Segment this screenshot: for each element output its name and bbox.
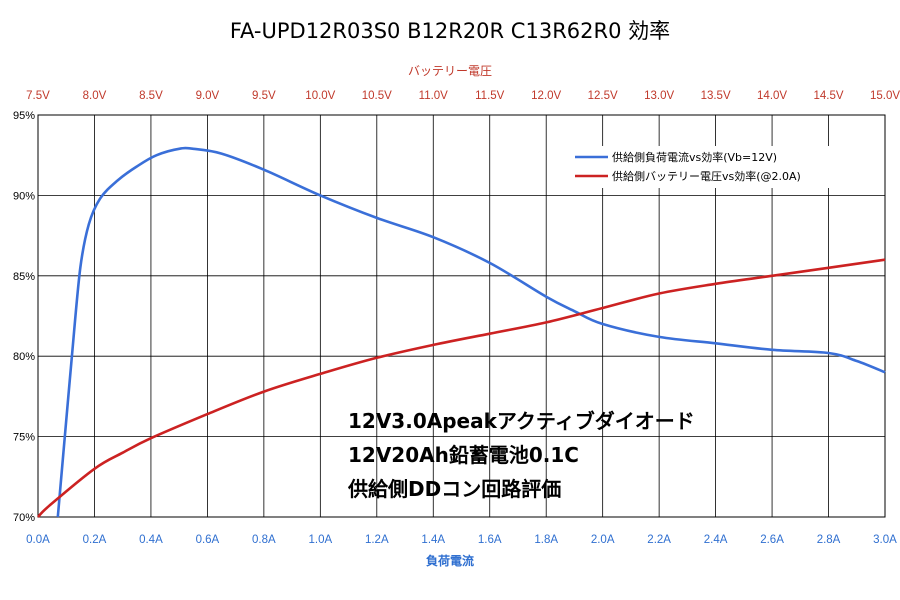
x-top-tick-label: 13.0V — [644, 90, 674, 102]
x-top-tick-label: 14.0V — [757, 90, 787, 102]
y-tick-label: 90% — [13, 190, 35, 202]
x-top-tick-label: 12.5V — [588, 90, 618, 102]
x-bottom-tick-label: 1.0A — [308, 534, 332, 546]
y-tick-label: 95% — [13, 110, 35, 122]
x-bottom-tick-label: 1.6A — [478, 534, 502, 546]
bottom-axis-title: 負荷電流 — [426, 553, 474, 568]
x-bottom-tick-label: 0.4A — [139, 534, 163, 546]
x-top-tick-label: 9.5V — [252, 90, 276, 102]
x-top-tick-label: 8.5V — [139, 90, 163, 102]
legend-background — [570, 146, 870, 188]
y-tick-label: 70% — [13, 512, 35, 524]
tick-labels: 0.0A 0.2A 0.4A 0.6A 0.8A 1.0A 1.2A 1.4A 1.6A 1.8A… — [13, 90, 900, 546]
annotation-line-1: 12V3.0Apeakアクティブダイオード — [348, 409, 695, 433]
x-bottom-tick-label: 0.2A — [83, 534, 107, 546]
legend-label-blue: 供給側負荷電流vs効率(Vb=12V) — [612, 150, 777, 164]
series-line-battery-voltage — [37, 258, 886, 518]
x-top-tick-label: 10.5V — [362, 90, 392, 102]
x-bottom-tick-label: 0.8A — [252, 534, 276, 546]
x-top-tick-label: 12.0V — [531, 90, 561, 102]
x-top-tick-label: 7.5V — [26, 90, 50, 102]
annotation-line-2: 12V20Ah鉛蓄電池0.1C — [348, 443, 579, 467]
series-lines — [37, 146, 886, 518]
legend-label-red: 供給側バッテリー電圧vs効率(@2.0A) — [612, 169, 801, 183]
y-tick-label: 75% — [13, 432, 35, 444]
x-bottom-tick-label: 1.8A — [534, 534, 558, 546]
x-bottom-tick-label: 2.4A — [704, 534, 728, 546]
x-top-tick-label: 11.5V — [475, 90, 505, 102]
x-bottom-tick-label: 2.0A — [591, 534, 615, 546]
x-bottom-tick-label: 1.2A — [365, 534, 389, 546]
annotation-block: 12V3.0Apeakアクティブダイオード 12V20Ah鉛蓄電池0.1C 供給… — [347, 409, 695, 501]
x-bottom-tick-label: 2.6A — [760, 534, 784, 546]
x-top-tick-label: 15.0V — [870, 90, 900, 102]
chart-title: FA-UPD12R03S0 B12R20R C13R62R0 効率 — [230, 19, 670, 43]
top-axis-title: バッテリー電圧 — [408, 64, 492, 78]
x-top-tick-label: 10.0V — [305, 90, 335, 102]
x-top-tick-label: 14.5V — [814, 90, 844, 102]
x-top-tick-label: 9.0V — [196, 90, 220, 102]
x-top-tick-label: 8.0V — [83, 90, 107, 102]
series-line-load-current — [56, 146, 886, 518]
x-top-tick-label: 13.5V — [701, 90, 731, 102]
x-bottom-tick-label: 2.8A — [817, 534, 841, 546]
x-top-tick-label: 11.0V — [419, 90, 449, 102]
y-tick-label: 80% — [13, 351, 35, 363]
x-bottom-tick-label: 2.2A — [647, 534, 671, 546]
annotation-line-3: 供給側DDコン回路評価 — [347, 477, 561, 501]
legend: 供給側負荷電流vs効率(Vb=12V) 供給側バッテリー電圧vs効率(@2.0A… — [570, 146, 870, 188]
x-bottom-tick-label: 1.4A — [421, 534, 445, 546]
x-bottom-tick-label: 0.6A — [196, 534, 220, 546]
y-tick-label: 85% — [13, 271, 35, 283]
plot-frame — [37, 114, 886, 518]
x-bottom-tick-label: 3.0A — [873, 534, 897, 546]
x-bottom-tick-label: 0.0A — [26, 534, 50, 546]
